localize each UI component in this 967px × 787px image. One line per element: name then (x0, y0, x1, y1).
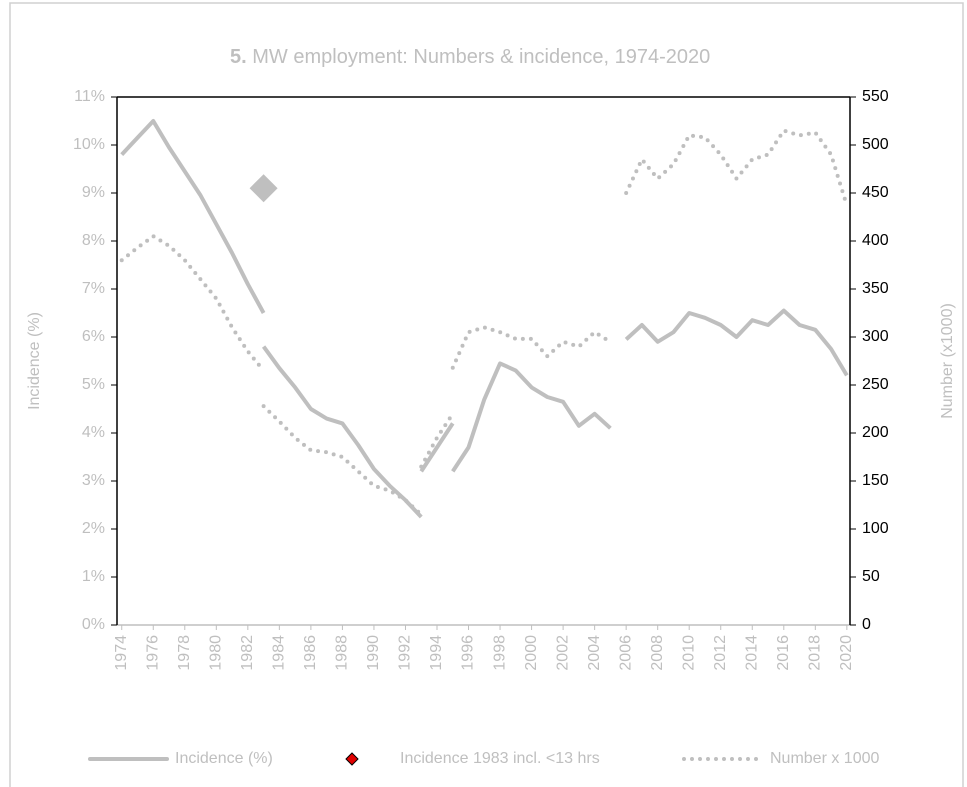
title-number: 5. (230, 46, 247, 68)
y2-tick-label: 0 (862, 616, 871, 633)
chart-frame (9, 2, 964, 787)
x-tick-label: 1998 (491, 635, 508, 671)
y2-tick-label: 200 (862, 424, 889, 441)
x-tick-label: 1984 (271, 635, 288, 671)
x-tick-label: 2010 (680, 635, 697, 671)
x-tick-label: 1994 (428, 635, 445, 671)
title-text: MW employment: Numbers & incidence, 1974… (252, 46, 710, 68)
x-tick-label: 1982 (239, 635, 256, 671)
y2-tick-label: 550 (862, 88, 889, 105)
y-tick-label: 8% (82, 232, 105, 249)
y-tick-label: 6% (82, 328, 105, 345)
y-axis-label: Incidence (%) (26, 312, 43, 410)
x-tick-label: 2000 (523, 635, 540, 671)
x-tick-label: 1980 (208, 635, 225, 671)
x-tick-label: 2016 (775, 635, 792, 671)
chart-title: 5. MW employment: Numbers & incidence, 1… (230, 46, 710, 68)
y2-tick-label: 300 (862, 328, 889, 345)
y-tick-label: 3% (82, 472, 105, 489)
y2-tick-label: 150 (862, 472, 889, 489)
x-tick-label: 1996 (460, 635, 477, 671)
x-tick-label: 1992 (397, 635, 414, 671)
y2-tick-label: 100 (862, 520, 889, 537)
legend-label: Incidence 1983 incl. <13 hrs (400, 750, 600, 767)
y2-tick-label: 400 (862, 232, 889, 249)
y-tick-label: 1% (82, 568, 105, 585)
line-series (119, 128, 849, 517)
x-tick-label: 2006 (617, 635, 634, 671)
y2-tick-label: 500 (862, 136, 889, 153)
y-tick-label: 11% (74, 88, 105, 105)
y2-tick-label: 50 (862, 568, 880, 585)
legend-marker (345, 752, 359, 766)
legend-label: Number x 1000 (770, 750, 879, 767)
y-tick-label: 9% (82, 184, 105, 201)
x-tick-label: 2004 (586, 635, 603, 671)
legend-label: Incidence (%) (175, 750, 273, 767)
x-tick-label: 1990 (365, 635, 382, 671)
y-tick-label: 7% (82, 280, 105, 297)
x-tick-label: 1986 (302, 635, 319, 671)
y-tick-label: 10% (73, 136, 105, 153)
x-tick-label: 1978 (176, 635, 193, 671)
y2-axis-label: Number (x1000) (939, 303, 956, 419)
x-tick-label: 2020 (838, 635, 855, 671)
x-tick-label: 1988 (334, 635, 351, 671)
x-tick-label: 2002 (554, 635, 571, 671)
y-tick-label: 5% (82, 376, 105, 393)
x-tick-label: 2012 (712, 635, 729, 671)
x-tick-label: 2014 (743, 635, 760, 671)
y2-tick-label: 450 (862, 184, 889, 201)
x-tick-label: 2018 (807, 635, 824, 671)
line-series (120, 119, 849, 519)
y-tick-label: 0% (82, 616, 105, 633)
x-tick-label: 1976 (144, 635, 161, 671)
y2-tick-label: 250 (862, 376, 889, 393)
y-tick-label: 2% (82, 520, 105, 537)
x-tick-label: 1974 (113, 635, 130, 671)
y-tick-label: 4% (82, 424, 105, 441)
x-tick-label: 2008 (649, 635, 666, 671)
y2-tick-label: 350 (862, 280, 889, 297)
marker (249, 174, 278, 203)
